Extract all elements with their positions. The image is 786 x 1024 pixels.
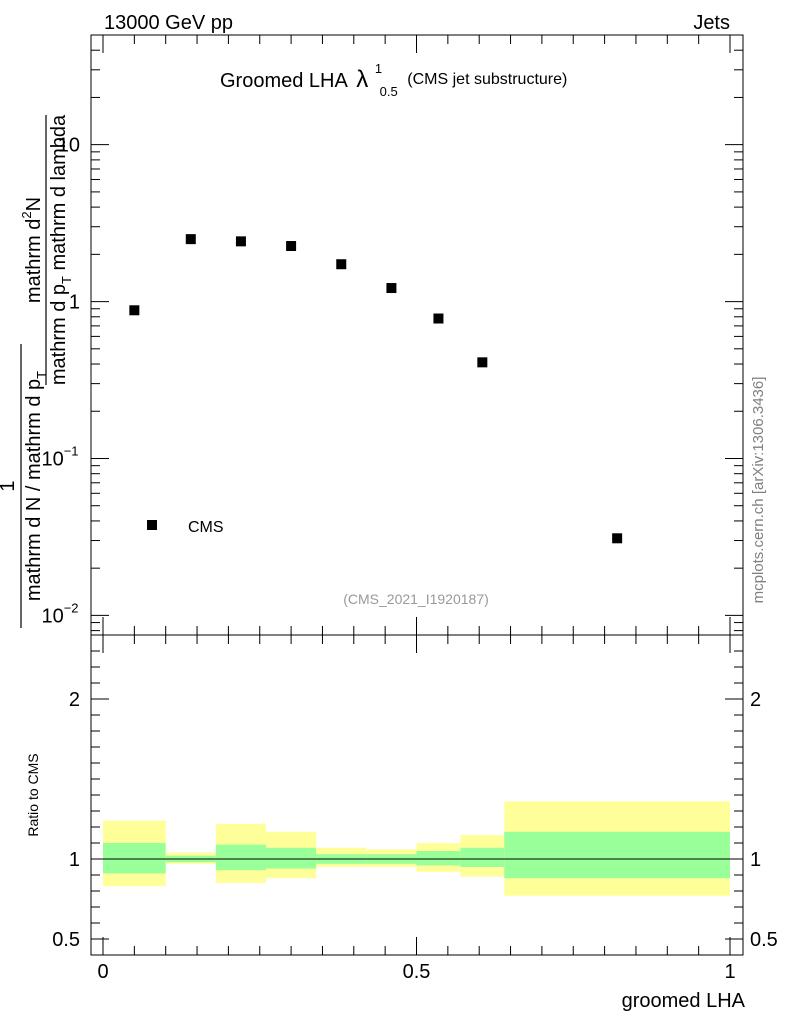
main-plot-frame — [90, 34, 744, 636]
plot-title-main: Groomed LHA — [220, 70, 348, 92]
ylabel-prefix-denominator: mathrm d N / mathrm d pT — [23, 371, 49, 601]
main-y-axis-label: mathrm d2N mathrm d pT mathrm d lambda 1… — [0, 114, 74, 628]
ratio-uncertainty-bands — [103, 801, 730, 896]
x-axis-label: groomed LHA — [622, 990, 746, 1012]
ratio-y-tick-label-right: 2 — [750, 689, 761, 711]
plot-title-sup: 1 — [375, 61, 382, 76]
ratio-band-inner — [103, 843, 166, 874]
main-plot-panel: 10−2 10−1 1 10 Groomed LHA λ 1 0.5 (CMS jet… — [41, 34, 744, 636]
ylabel-denominator: mathrm d pT mathrm d lambda — [48, 114, 74, 385]
ratio-axis-ticks — [91, 634, 743, 956]
plot-title-symbol: λ — [356, 66, 368, 93]
ratio-y-tick-label-left: 0.5 — [52, 929, 80, 951]
data-points — [129, 234, 623, 544]
ratio-y-axis-label: Ratio to CMS — [25, 753, 41, 836]
ratio-plot-panel: 0.5 0.51 12 2 0 0.5 1 — [52, 634, 778, 983]
plot-title-note: (CMS jet substructure) — [407, 71, 567, 88]
ratio-band-inner — [460, 847, 505, 867]
legend-label-cms: CMS — [188, 519, 224, 536]
ratio-y-tick-label-left: 2 — [69, 689, 80, 711]
x-tick-label: 1 — [724, 961, 735, 983]
ylabel-numerator: mathrm d2N — [19, 197, 45, 303]
header-energy-label: 13000 GeV pp — [104, 12, 233, 34]
main-y-tick-labels: 10−2 10−1 1 10 — [41, 135, 80, 628]
ratio-y-tick-labels: 0.5 0.5 1 1 2 2 — [52, 689, 778, 951]
x-tick-labels: 0 0.5 1 — [97, 961, 735, 983]
main-axis-ticks — [91, 34, 743, 635]
x-tick-label: 0.5 — [403, 961, 431, 983]
ratio-band-inner — [215, 844, 267, 871]
main-y-tick-label: 10−2 — [41, 600, 78, 627]
data-point — [336, 259, 347, 270]
mcplots-side-label: mcplots.cern.ch [arXiv:1306.3436] — [750, 377, 767, 604]
ratio-band-inner — [266, 847, 317, 869]
ratio-band-inner — [416, 851, 461, 866]
ratio-y-tick-label-right: 0.5 — [750, 929, 778, 951]
main-y-tick-label: 10 — [58, 135, 80, 157]
data-point — [286, 241, 297, 252]
data-point — [477, 357, 488, 368]
ylabel-prefix-numerator: 1 — [0, 480, 19, 491]
plot-title: Groomed LHA λ 1 0.5 (CMS jet substructur… — [220, 56, 567, 101]
ratio-band-inner — [504, 831, 730, 879]
main-y-tick-label: 10−1 — [41, 443, 78, 470]
plot-title-sub: 0.5 — [380, 84, 398, 99]
data-point — [433, 313, 444, 324]
ratio-plot-frame — [90, 634, 744, 956]
legend-marker — [147, 520, 157, 530]
ratio-y-tick-label-right: 1 — [750, 849, 761, 871]
data-point — [386, 283, 397, 294]
data-point — [129, 305, 140, 316]
main-y-tick-label: 1 — [69, 292, 80, 314]
analysis-id-watermark: (CMS_2021_I1920187) — [343, 591, 489, 607]
data-point — [612, 533, 623, 544]
data-point — [235, 236, 246, 247]
x-tick-label: 0 — [97, 961, 108, 983]
header-category-label: Jets — [693, 12, 730, 34]
data-point — [185, 234, 196, 245]
ratio-y-tick-label-left: 1 — [69, 849, 80, 871]
